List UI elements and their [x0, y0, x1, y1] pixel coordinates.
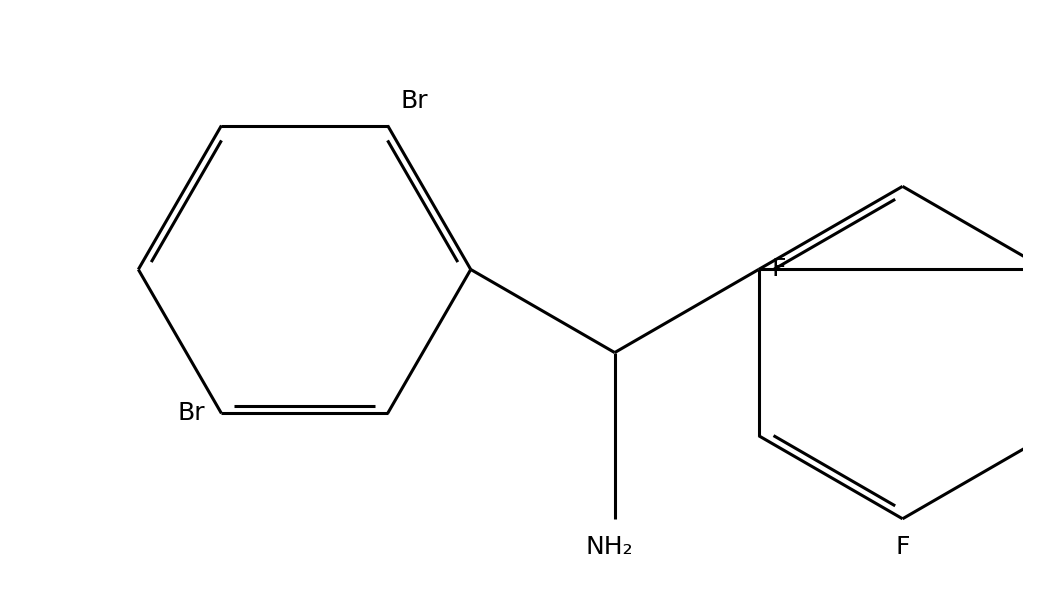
Text: Br: Br	[401, 88, 428, 112]
Text: Br: Br	[177, 402, 206, 426]
Text: NH₂: NH₂	[585, 535, 633, 559]
Text: F: F	[896, 535, 910, 559]
Text: F: F	[771, 257, 786, 281]
